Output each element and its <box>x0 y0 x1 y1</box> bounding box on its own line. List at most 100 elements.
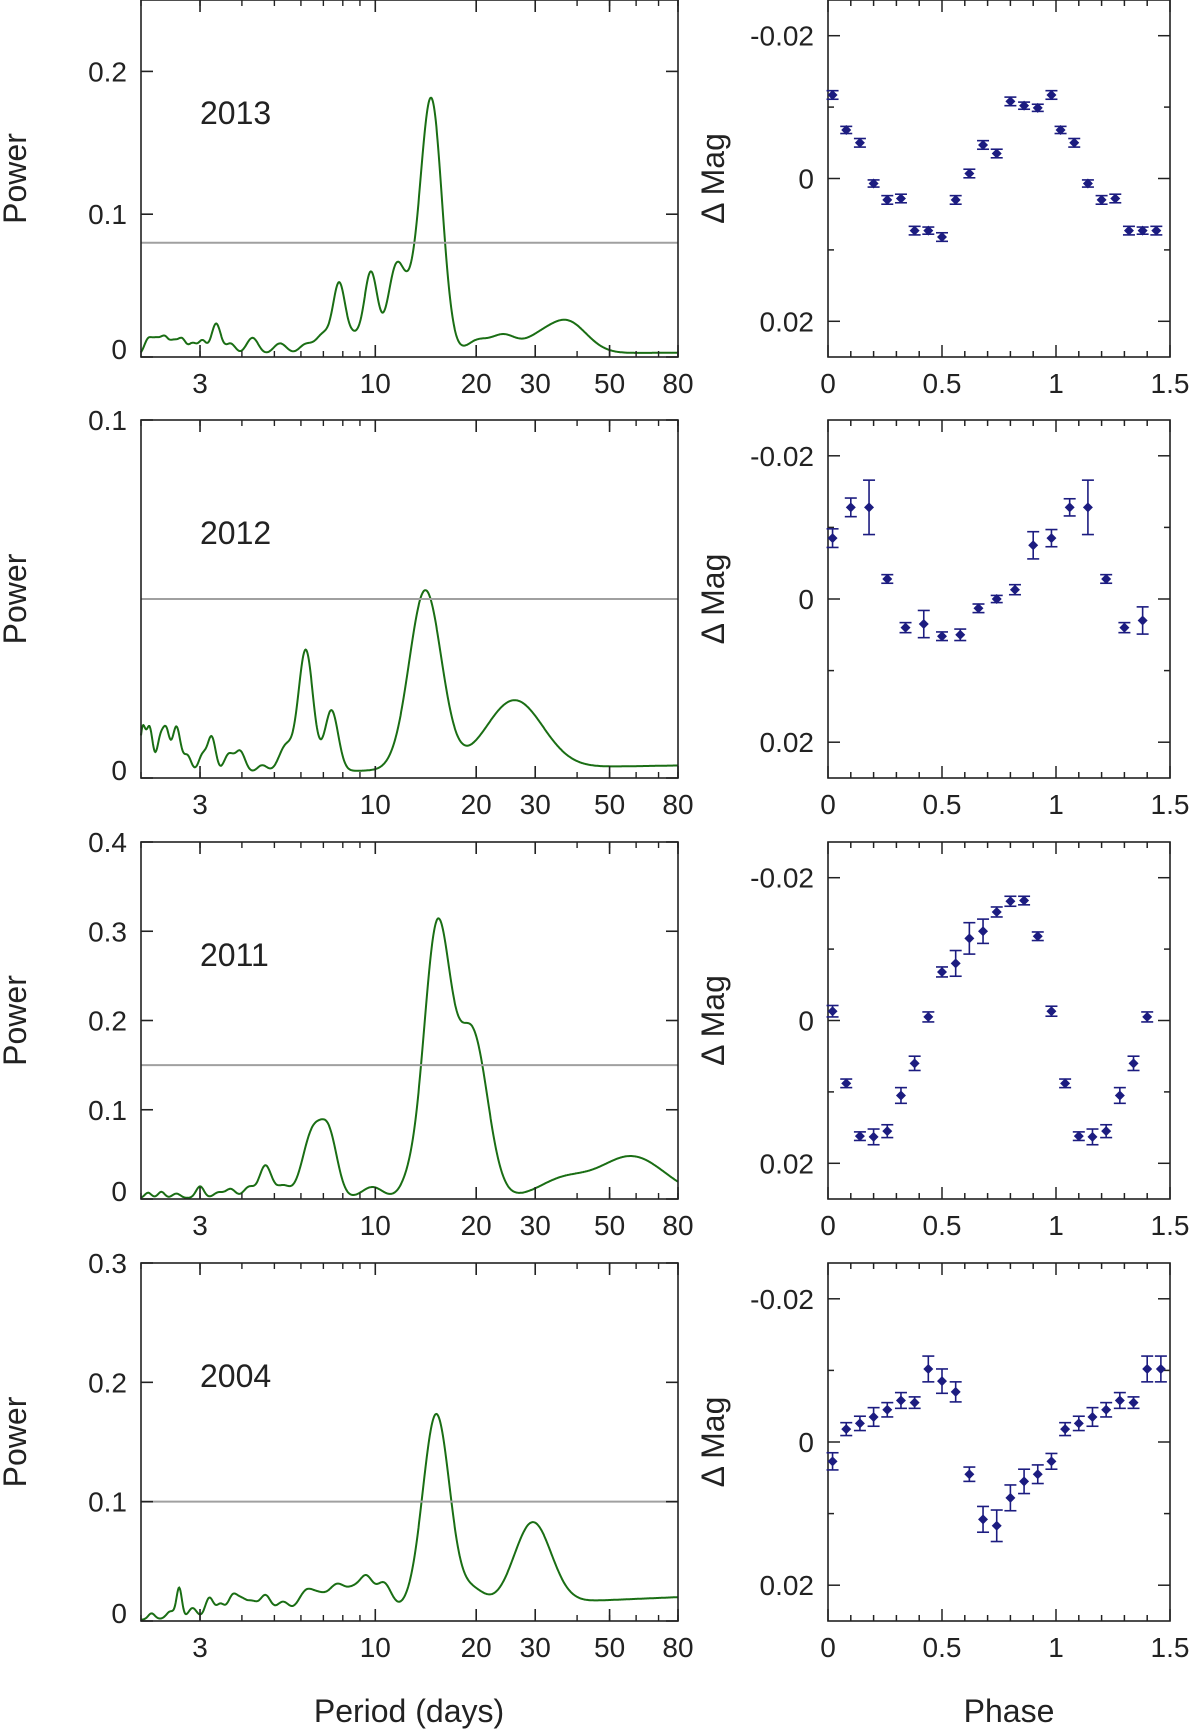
point-marker <box>1110 193 1121 204</box>
data-point <box>1136 606 1149 635</box>
y-tick-label: 0.1 <box>88 405 127 436</box>
data-point <box>1068 137 1081 148</box>
point-marker <box>1005 896 1016 907</box>
y-tick-label: 0.2 <box>88 1367 127 1398</box>
power-axis-label-2011: Power <box>0 975 33 1066</box>
x-tick-label: 30 <box>520 789 551 820</box>
y-tick-label: -0.02 <box>750 1284 814 1315</box>
data-point <box>1109 193 1122 204</box>
point-marker <box>1082 502 1093 513</box>
plot-frame-2004 <box>140 1262 679 1622</box>
point-marker <box>895 1395 906 1406</box>
point-marker <box>923 1011 934 1022</box>
power-axis-label-2004: Power <box>0 1396 33 1487</box>
data-point <box>1086 1406 1099 1428</box>
x-tick-label: 30 <box>520 1632 551 1663</box>
x-tick-label: 30 <box>520 1210 551 1241</box>
point-marker <box>1055 124 1066 135</box>
point-marker <box>868 1131 879 1142</box>
point-marker <box>937 232 947 243</box>
data-point <box>917 609 930 639</box>
x-tick-label: 3 <box>192 1632 208 1663</box>
data-point <box>1100 1123 1113 1139</box>
point-marker <box>991 1520 1002 1531</box>
power-curve-2012 <box>140 589 678 772</box>
point-marker <box>964 933 975 944</box>
point-marker <box>1101 1404 1112 1415</box>
x-tick-label: 3 <box>192 1210 208 1241</box>
y-tick-label: 0.1 <box>88 1095 127 1126</box>
data-point <box>1072 1131 1085 1142</box>
data-point <box>977 1505 990 1534</box>
point-marker <box>1123 225 1134 236</box>
point-marker <box>882 1126 893 1137</box>
point-marker <box>1128 1058 1139 1069</box>
point-marker <box>964 1469 975 1480</box>
data-point <box>881 194 894 206</box>
point-marker <box>882 194 893 205</box>
x-tick-label: 3 <box>192 368 208 399</box>
data-point <box>840 1421 853 1437</box>
x-tick-label: 80 <box>662 1632 693 1663</box>
point-marker <box>882 1404 893 1415</box>
point-marker <box>827 1456 838 1467</box>
point-marker <box>937 1376 947 1387</box>
data-point <box>1045 1452 1058 1471</box>
point-marker <box>991 148 1002 159</box>
point-marker <box>854 1131 865 1142</box>
point-marker <box>1046 1006 1057 1017</box>
year-label-2013: 2013 <box>200 95 271 131</box>
point-marker <box>827 89 838 100</box>
data-point <box>826 89 839 101</box>
point-marker <box>1119 622 1130 633</box>
data-point <box>1018 1468 1031 1495</box>
data-point <box>949 194 962 206</box>
x-tick-label: 80 <box>662 789 693 820</box>
phase-axis-label: Phase <box>964 1693 1055 1729</box>
point-marker <box>1073 1131 1084 1142</box>
y-tick-label: -0.02 <box>750 863 814 894</box>
y-tick-label: -0.02 <box>750 21 814 52</box>
y-tick-label: 0 <box>111 755 127 786</box>
data-point <box>894 193 907 204</box>
point-marker <box>1032 102 1043 113</box>
x-tick-label: 1.5 <box>1151 368 1190 399</box>
x-tick-label: 0 <box>820 1632 836 1663</box>
x-tick-label: 50 <box>594 1210 625 1241</box>
data-point <box>1031 102 1044 113</box>
point-marker <box>1046 1456 1057 1467</box>
data-point <box>949 1381 962 1403</box>
x-tick-label: 0.5 <box>923 1210 962 1241</box>
point-marker <box>1087 1131 1098 1142</box>
data-point <box>1004 1484 1017 1512</box>
y-tick-label: 0 <box>798 584 814 615</box>
data-point <box>990 594 1003 604</box>
y-tick-label: 0 <box>798 1427 814 1458</box>
point-marker <box>1005 96 1016 107</box>
data-point <box>1063 497 1076 517</box>
data-point <box>867 178 880 189</box>
x-tick-label: 80 <box>662 368 693 399</box>
y-tick-label: 0 <box>111 1598 127 1629</box>
data-point <box>853 137 866 148</box>
x-tick-label: 0.5 <box>923 368 962 399</box>
data-point <box>922 1011 935 1023</box>
data-point <box>1018 100 1031 111</box>
point-marker <box>1009 584 1020 595</box>
data-point <box>1059 1078 1072 1089</box>
x-tick-label: 1.5 <box>1151 1210 1190 1241</box>
x-tick-label: 10 <box>360 789 391 820</box>
data-point <box>963 168 976 179</box>
period-axis-label: Period (days) <box>314 1693 504 1729</box>
power-axis-label-2013: Power <box>0 133 33 224</box>
data-point <box>936 1368 948 1395</box>
point-marker <box>1046 533 1057 544</box>
y-tick-label: 0.3 <box>88 916 127 947</box>
point-marker <box>978 1514 989 1525</box>
data-point <box>1059 1421 1072 1437</box>
periodogram-panel-2011: 3 10 20 30 50 80 0 0.1 0.2 0.3 0.4 Power 2011 <box>0 827 694 1241</box>
y-tick-label: 0 <box>798 164 814 195</box>
